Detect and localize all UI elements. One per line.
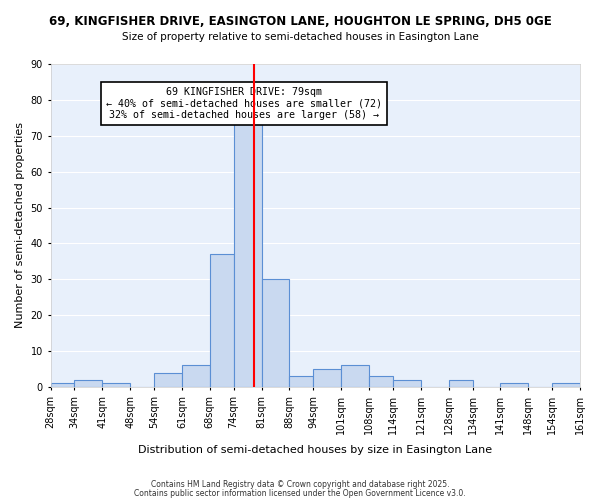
Bar	[500, 384, 528, 387]
Bar	[341, 366, 369, 387]
Bar	[233, 118, 262, 387]
Bar	[103, 384, 130, 387]
X-axis label: Distribution of semi-detached houses by size in Easington Lane: Distribution of semi-detached houses by …	[138, 445, 493, 455]
Text: Size of property relative to semi-detached houses in Easington Lane: Size of property relative to semi-detach…	[122, 32, 478, 42]
Bar	[552, 384, 580, 387]
Bar	[210, 254, 233, 387]
Bar	[74, 380, 103, 387]
Y-axis label: Number of semi-detached properties: Number of semi-detached properties	[15, 122, 25, 328]
Bar	[154, 372, 182, 387]
Bar	[449, 380, 473, 387]
Bar	[262, 280, 289, 387]
Text: 69, KINGFISHER DRIVE, EASINGTON LANE, HOUGHTON LE SPRING, DH5 0GE: 69, KINGFISHER DRIVE, EASINGTON LANE, HO…	[49, 15, 551, 28]
Bar	[393, 380, 421, 387]
Text: 69 KINGFISHER DRIVE: 79sqm
← 40% of semi-detached houses are smaller (72)
32% of: 69 KINGFISHER DRIVE: 79sqm ← 40% of semi…	[106, 86, 382, 120]
Bar	[289, 376, 313, 387]
Bar	[182, 366, 210, 387]
Text: Contains HM Land Registry data © Crown copyright and database right 2025.: Contains HM Land Registry data © Crown c…	[151, 480, 449, 489]
Bar	[369, 376, 393, 387]
Bar	[313, 369, 341, 387]
Text: Contains public sector information licensed under the Open Government Licence v3: Contains public sector information licen…	[134, 488, 466, 498]
Bar	[50, 384, 74, 387]
